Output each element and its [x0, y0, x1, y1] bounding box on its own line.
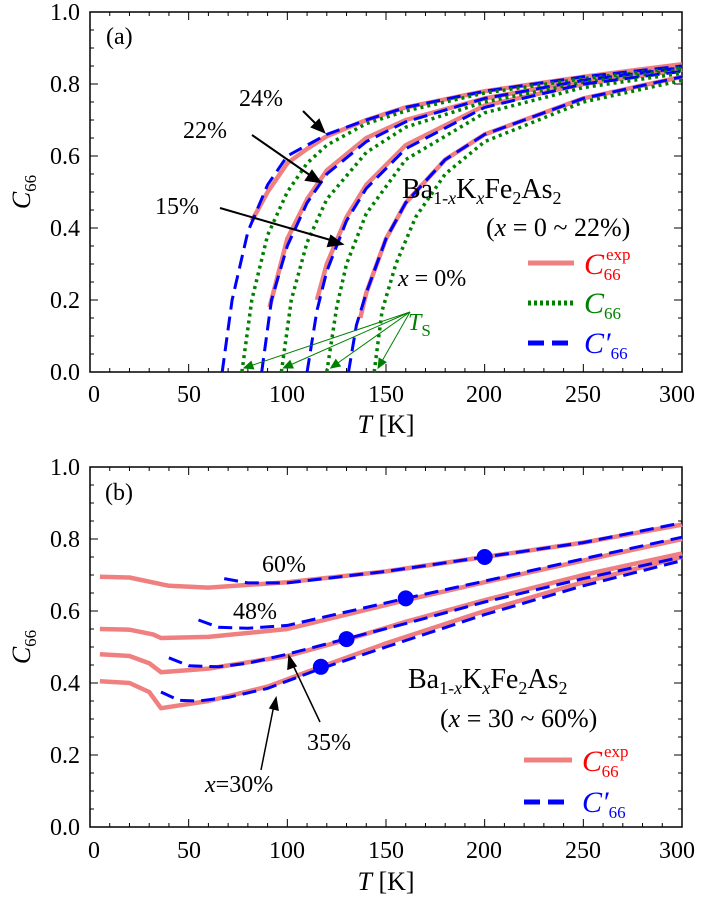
series-line [160, 559, 683, 703]
series-line [99, 554, 683, 711]
panel-a-y-tick-labels: 0.0 0.2 0.4 0.6 0.8 1.0 [50, 0, 80, 386]
x-tick-label: 250 [565, 382, 601, 408]
series-line [260, 66, 683, 373]
panel-a-arrows [219, 110, 345, 248]
x-tick-label: 150 [368, 838, 404, 864]
range-label-b: (x = 30 ~ 60%) [440, 704, 597, 733]
series-line [305, 69, 683, 373]
annotation-60: 60% [262, 552, 306, 578]
x-tick-label: 200 [466, 838, 502, 864]
y-tick-label: 0.8 [50, 72, 80, 98]
panel-a: 0.0 0.2 0.4 0.6 0.8 1.0 0 50 100 150 200… [7, 0, 695, 439]
panel-a-ticks [89, 11, 683, 373]
annotation-35: 35% [307, 730, 351, 756]
series-line [220, 64, 683, 373]
series-line [267, 65, 683, 308]
series-line [325, 71, 683, 373]
compound-label-a: Ba1-xKxFe2As2 [402, 174, 561, 208]
panel-b-arrows [260, 653, 321, 771]
x-tick-label: 300 [659, 382, 695, 408]
series-line [197, 535, 683, 630]
y-axis-title: C66 [7, 175, 40, 209]
annotation-24: 24% [239, 86, 283, 112]
y-tick-label: 0.4 [50, 671, 80, 697]
panel-a-curves [220, 61, 683, 373]
range-label-a: (x = 0 ~ 22%) [486, 213, 630, 242]
y-axis-title: C66 [7, 630, 40, 664]
marker-dot [312, 658, 329, 675]
panel-label: (a) [106, 24, 133, 50]
panel-b-markers [312, 549, 493, 675]
x-tick-label: 200 [466, 382, 502, 408]
annotation-22: 22% [183, 118, 227, 144]
annotation-15: 15% [155, 194, 199, 220]
x-tick-label: 100 [269, 838, 305, 864]
compound-label-b: Ba1-xKxFe2As2 [408, 664, 567, 698]
panel-b-ticks [89, 466, 683, 828]
y-tick-label: 0.0 [50, 815, 80, 841]
x-tick-label: 100 [269, 382, 305, 408]
panel-b-x-tick-labels: 0 50 100 150 200 250 300 [88, 838, 695, 864]
x-tick-label: 50 [177, 838, 201, 864]
y-tick-label: 0.2 [50, 743, 80, 769]
legend-cprime-label: C′66 [582, 786, 626, 822]
annotation-x0: x = 0% [397, 266, 466, 292]
annotation-48: 48% [233, 599, 277, 625]
y-tick-label: 1.0 [50, 0, 80, 26]
x-tick-label: 150 [368, 382, 404, 408]
x-tick-label: 0 [88, 382, 100, 408]
x-tick-label: 250 [565, 838, 601, 864]
y-tick-label: 0.6 [50, 599, 80, 625]
series-line [223, 521, 683, 585]
panel-label: (b) [105, 480, 133, 506]
y-tick-label: 0.6 [50, 144, 80, 170]
y-tick-label: 0.2 [50, 288, 80, 314]
marker-dot [397, 590, 414, 607]
panel-b-curves [99, 521, 683, 711]
legend-c66-label: C66 [584, 287, 621, 323]
x-tick-label: 0 [88, 838, 100, 864]
y-tick-label: 0.0 [50, 360, 80, 386]
y-tick-label: 0.8 [50, 527, 80, 553]
marker-dot [476, 549, 493, 565]
x-axis-title: T [K] [357, 410, 414, 439]
series-line [240, 66, 683, 373]
x-axis-title: T [K] [357, 867, 414, 896]
series-line [279, 67, 683, 373]
y-tick-label: 0.4 [50, 216, 80, 242]
marker-dot [338, 631, 355, 648]
panel-b-y-tick-labels: 0.0 0.2 0.4 0.6 0.8 1.0 [50, 455, 80, 841]
series-line [99, 551, 683, 675]
panel-a-x-tick-labels: 0 50 100 150 200 250 300 [88, 382, 695, 408]
panel-b: 0.0 0.2 0.4 0.6 0.8 1.0 0 50 100 150 200… [7, 455, 695, 896]
annotation-x30: x=30% [204, 772, 273, 798]
series-line [168, 555, 683, 669]
annotation-ts: TS [408, 310, 431, 340]
x-tick-label: 300 [659, 838, 695, 864]
y-tick-label: 1.0 [50, 455, 80, 481]
x-tick-label: 50 [177, 382, 201, 408]
legend-cprime-label: C′66 [584, 327, 628, 363]
ts-arrows [242, 311, 411, 370]
series-line [347, 75, 683, 373]
